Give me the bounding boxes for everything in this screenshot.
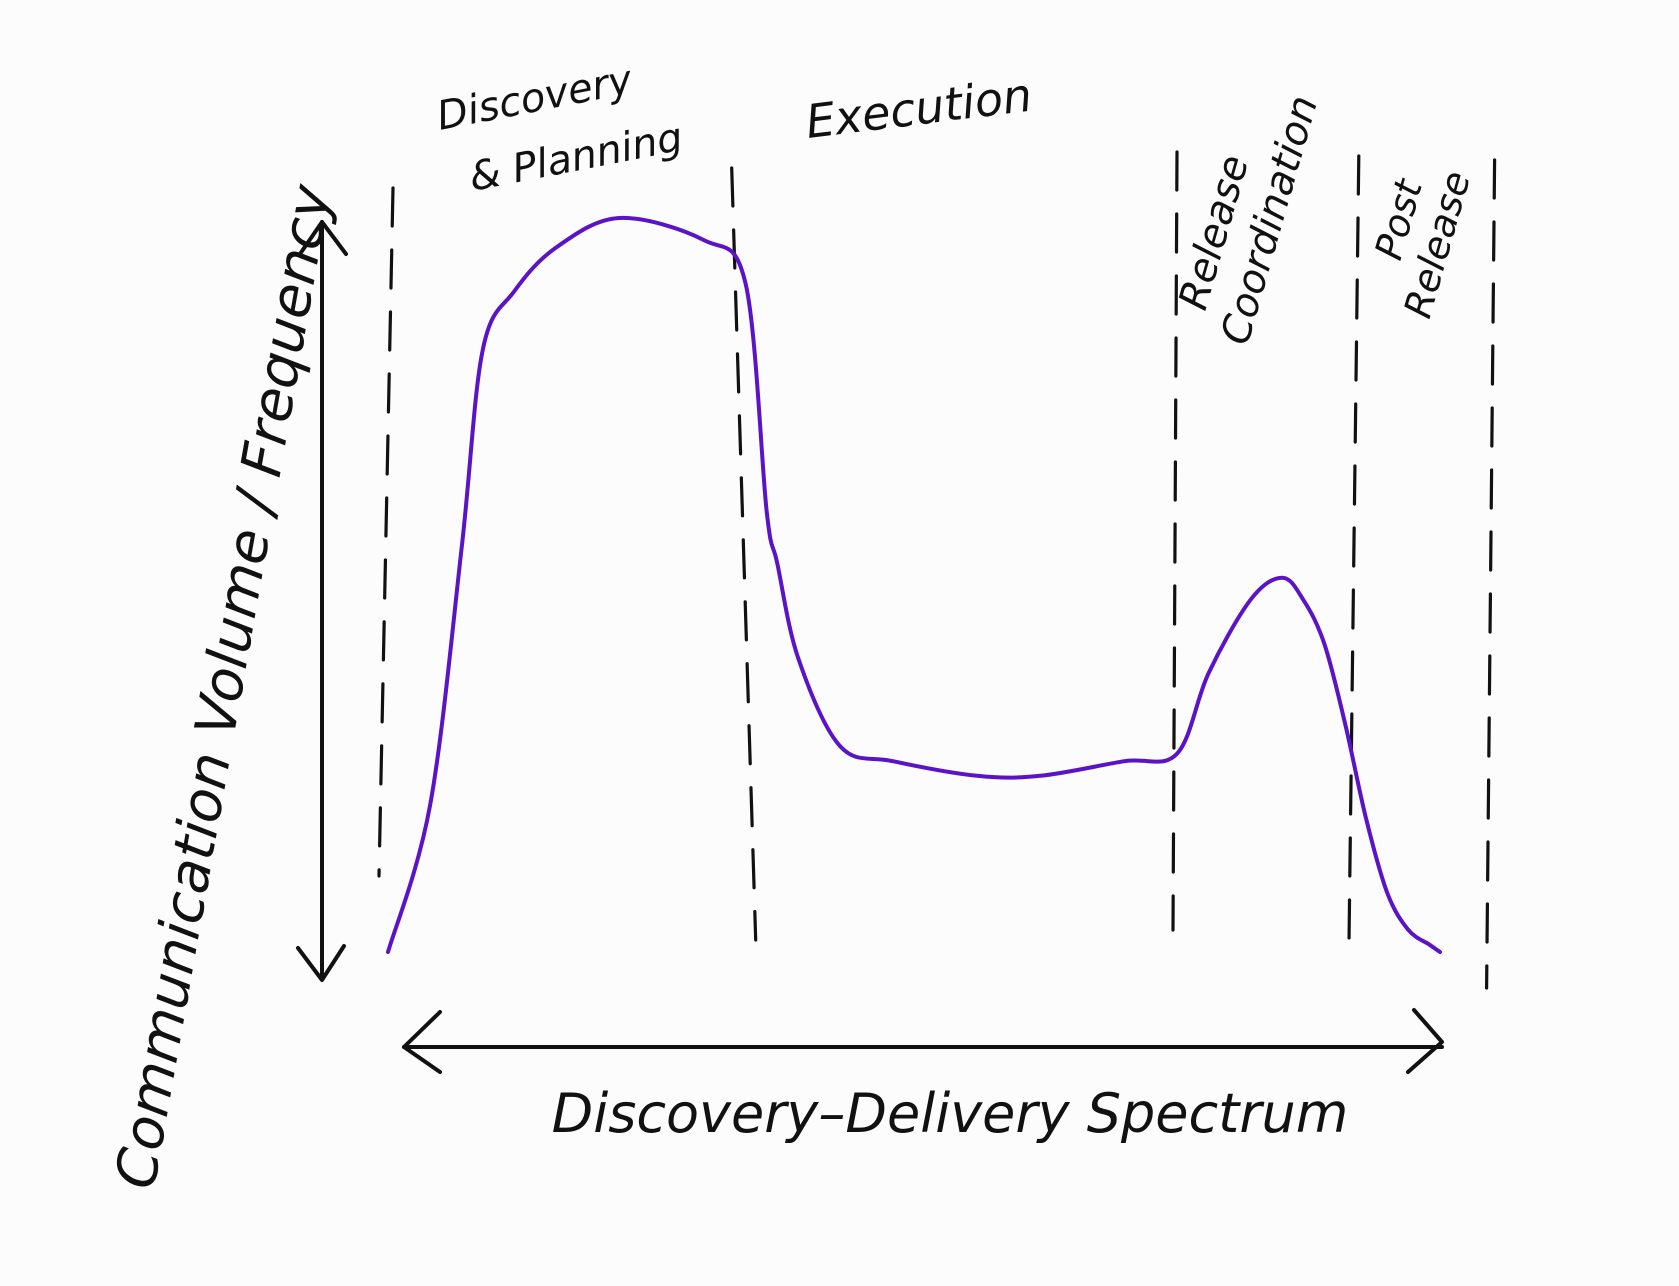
phase-label-execution: Execution [803,68,1035,149]
phase-divider [377,186,395,878]
x-axis-arrow-right [1406,1008,1444,1074]
phase-label-line: Execution [803,68,1035,149]
y-axis [296,220,348,982]
phase-divider [730,166,758,942]
phase-divider [1484,158,1497,990]
y-axis-title: Communication Volume / Frequency [103,179,344,1193]
x-axis [402,1008,1444,1074]
x-axis-title: Discovery–Delivery Spectrum [552,1082,1349,1145]
y-axis-arrow-top [298,220,348,256]
phase-divider [1171,150,1179,932]
y-axis-arrow-bottom [296,944,346,982]
x-axis-arrow-left [402,1010,442,1074]
communication-curve [386,215,1442,954]
phase-label-release-coordination: Release Coordination [1170,91,1327,350]
phase-dividers [377,150,1497,990]
phase-divider [1347,154,1361,960]
phase-label-post-release: Post Release [1366,166,1479,322]
phase-label-discovery-planning: Discovery & Planning [433,57,686,201]
